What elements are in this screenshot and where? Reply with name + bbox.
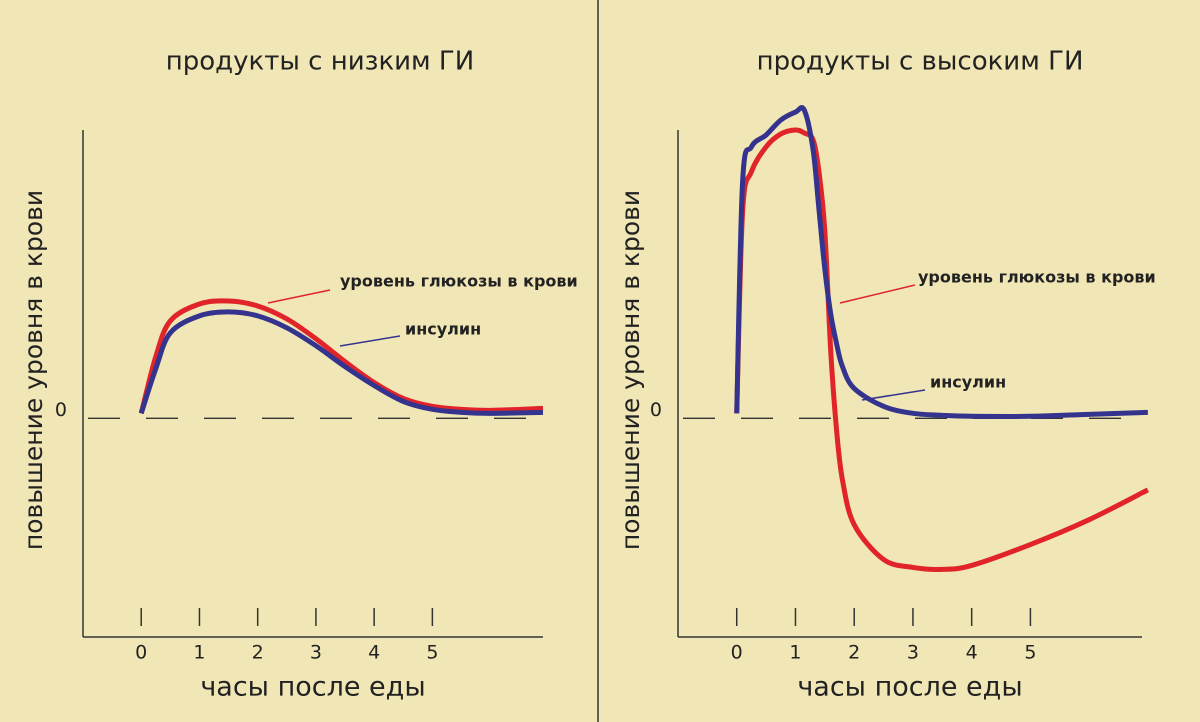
x-tick-label: 2 bbox=[252, 642, 264, 664]
annotation-leader bbox=[339, 335, 401, 347]
x-tick-label: 3 bbox=[907, 642, 919, 664]
x-tick-label: 4 bbox=[368, 642, 380, 664]
x-tick-label: 4 bbox=[966, 642, 978, 664]
line bbox=[734, 105, 1148, 419]
line bbox=[138, 309, 544, 416]
chart-title: продукты с низким ГИ bbox=[166, 47, 474, 77]
x-axis-label: часы после еды bbox=[797, 672, 1022, 703]
y-axis-label: повышение уровня в крови bbox=[616, 190, 645, 550]
x-tick-label: 3 bbox=[310, 642, 322, 664]
x-tick-label: 0 bbox=[135, 642, 147, 664]
y-axis-label: повышение уровня в крови bbox=[19, 190, 48, 550]
annotation-leader bbox=[267, 289, 331, 304]
line bbox=[138, 298, 544, 414]
series-label: уровень глюкозы в крови bbox=[918, 268, 1156, 287]
x-tick-label: 1 bbox=[789, 642, 801, 664]
chart-title: продукты с высоким ГИ bbox=[757, 47, 1084, 77]
x-tick-label: 5 bbox=[1024, 642, 1036, 664]
series-label: инсулин bbox=[930, 373, 1006, 392]
series-label: инсулин bbox=[405, 320, 481, 339]
series-label: уровень глюкозы в крови bbox=[340, 272, 578, 291]
annotation-leader bbox=[839, 284, 916, 304]
y-tick-label: 0 bbox=[55, 399, 67, 421]
y-tick-label: 0 bbox=[650, 399, 662, 421]
x-tick-label: 0 bbox=[731, 642, 743, 664]
line bbox=[734, 127, 1150, 572]
x-axis-label: часы после еды bbox=[200, 672, 425, 703]
x-tick-label: 2 bbox=[848, 642, 860, 664]
x-tick-label: 5 bbox=[426, 642, 438, 664]
x-tick-label: 1 bbox=[193, 642, 205, 664]
annotation-leader bbox=[861, 389, 926, 401]
